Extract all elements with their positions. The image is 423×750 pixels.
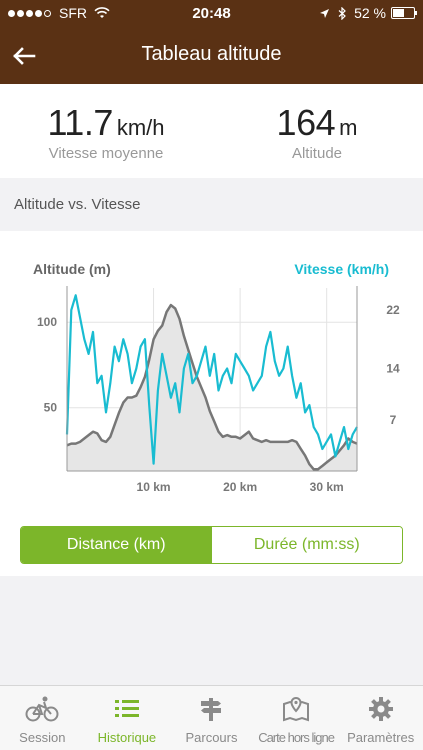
- right-axis-title: Vitesse (km/h): [294, 261, 389, 277]
- battery-icon: [391, 7, 417, 19]
- y-left-tick-label-1: 100: [37, 315, 57, 329]
- section-header: Altitude vs. Vitesse: [14, 196, 141, 213]
- wifi-icon: [94, 7, 110, 18]
- tab-parcours[interactable]: Parcours: [169, 686, 254, 750]
- speed-line: [65, 294, 358, 465]
- status-bar: SFR 20:48 52 %: [0, 0, 423, 28]
- x-tick-label-0: 10 km: [137, 480, 171, 494]
- tab-session[interactable]: Session: [0, 686, 85, 750]
- tab-historique[interactable]: Historique: [85, 686, 170, 750]
- altitude-line: [66, 303, 358, 471]
- tab-bar: Session Historique Parcours C: [0, 685, 423, 750]
- tab-carte-hors-ligne[interactable]: Carte hors ligne: [254, 686, 339, 750]
- status-left: SFR: [8, 5, 110, 21]
- distance-toggle-button[interactable]: Distance (km): [21, 527, 212, 563]
- tab-carte-hors-ligne-label: Carte hors ligne: [258, 730, 335, 745]
- left-axis-title: Altitude (m): [33, 261, 111, 277]
- stats-panel: 11.7 km/h Vitesse moyenne 164 m Altitude: [0, 84, 423, 178]
- battery-percent: 52 %: [354, 5, 386, 21]
- y-right-tick-label-0: 7: [390, 413, 397, 427]
- tab-parametres[interactable]: Paramètres: [338, 686, 423, 750]
- chart-card: Altitude (m) Vitesse (km/h) 10 km 20 km 30 k…: [0, 231, 423, 576]
- x-tick-label-2: 30 km: [310, 480, 344, 494]
- average-speed-unit: km/h: [116, 115, 165, 140]
- status-right: 52 %: [319, 5, 417, 21]
- average-speed-stat: 11.7 km/h Vitesse moyenne: [0, 102, 212, 162]
- gear-icon: [368, 697, 393, 721]
- tab-historique-label: Historique: [97, 730, 157, 745]
- bluetooth-icon: [338, 6, 346, 20]
- y-right-tick-label-2: 22: [386, 303, 400, 317]
- back-arrow-icon: [13, 47, 36, 65]
- signal-icon: [8, 9, 53, 17]
- bicycle-icon: [25, 696, 59, 722]
- back-button[interactable]: [10, 40, 42, 72]
- list-icon: [114, 700, 139, 717]
- altitude-area: [67, 305, 357, 471]
- y-right-tick-label-1: 14: [386, 362, 400, 376]
- status-time: 20:48: [192, 5, 231, 22]
- page-title: Tableau altitude: [141, 43, 282, 65]
- altitude-label: Altitude: [291, 145, 343, 162]
- y-left-tick-label-0: 50: [44, 401, 58, 415]
- duration-toggle-button[interactable]: Durée (mm:ss): [211, 527, 402, 563]
- tab-session-label: Session: [19, 730, 66, 745]
- tab-parcours-label: Parcours: [185, 730, 238, 745]
- signpost-icon: [201, 698, 222, 721]
- altitude-value: 164: [276, 102, 336, 143]
- altitude-unit: m: [339, 115, 358, 140]
- nav-bar: Tableau altitude: [0, 28, 423, 84]
- x-axis-toggle: Distance (km) Durée (mm:ss): [20, 526, 403, 564]
- map-icon: [283, 696, 310, 722]
- x-tick-label-1: 20 km: [223, 480, 257, 494]
- altitude-speed-chart[interactable]: Altitude (m) Vitesse (km/h) 10 km 20 km 30 k…: [0, 231, 423, 521]
- location-arrow-icon: [320, 8, 330, 18]
- average-speed-value: 11.7: [47, 102, 113, 143]
- altitude-stat: 164 m Altitude: [211, 102, 423, 162]
- average-speed-label: Vitesse moyenne: [48, 145, 164, 162]
- carrier-name: SFR: [59, 5, 87, 21]
- tab-parametres-label: Paramètres: [347, 730, 415, 745]
